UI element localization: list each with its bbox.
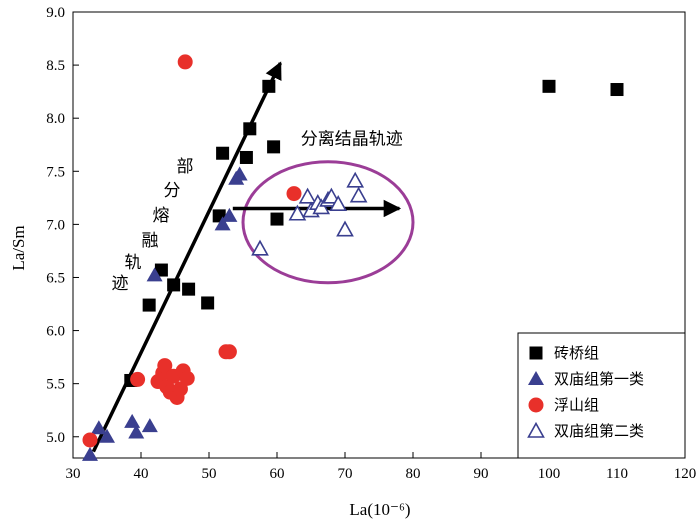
data-point [154, 263, 168, 277]
y-axis-label: La/Sm [9, 225, 28, 270]
partial-melting-label-char: 融 [142, 231, 159, 251]
data-point [336, 220, 354, 237]
y-tick-label: 6.0 [46, 324, 65, 340]
x-tick-label: 30 [66, 466, 81, 482]
data-point [177, 54, 193, 70]
data-point [239, 150, 253, 164]
data-point [141, 418, 158, 433]
data-point [128, 424, 145, 439]
x-tick-label: 80 [406, 466, 421, 482]
y-tick-label: 8.5 [46, 58, 65, 74]
plot-area [72, 11, 686, 459]
data-point [146, 267, 163, 282]
y-tick-label: 7.0 [46, 217, 65, 233]
data-point [329, 195, 348, 212]
series-3 [251, 171, 368, 256]
x-tick-label: 40 [134, 466, 149, 482]
data-point [267, 140, 281, 154]
data-point [167, 278, 181, 292]
y-tick-label: 5.0 [46, 430, 65, 446]
partial-melting-arrow [91, 61, 282, 453]
data-point [542, 79, 556, 93]
data-point [349, 186, 368, 203]
x-tick-label: 90 [474, 466, 489, 482]
data-point [214, 216, 231, 231]
data-point [251, 239, 269, 256]
legend-box [517, 332, 686, 459]
data-point [172, 381, 188, 397]
x-tick-label: 100 [538, 466, 561, 482]
plot-border [72, 11, 686, 459]
data-point [179, 370, 195, 386]
data-point [322, 187, 341, 204]
data-point [231, 166, 248, 181]
partial-melting-label-char: 轨 [125, 253, 142, 273]
legend-label: 双庙组第二类 [554, 422, 644, 440]
x-axis-label: La(10⁻⁶) [349, 500, 410, 519]
y-axis: 5.0 5.5 6.0 6.5 7.0 7.5 8.0 8.5 9.0 [46, 5, 79, 446]
y-tick-label: 7.5 [46, 164, 65, 180]
x-tick-label: 60 [270, 466, 285, 482]
data-point [288, 204, 307, 221]
legend-marker [527, 421, 545, 438]
data-point [221, 207, 238, 222]
y-tick-label: 5.5 [46, 377, 65, 393]
data-point [82, 432, 98, 448]
data-point [182, 282, 196, 296]
data-point [610, 83, 624, 97]
partial-melting-label-char: 分 [164, 181, 181, 201]
legend-marker [529, 346, 543, 360]
data-point [82, 446, 98, 461]
y-tick-label: 8.0 [46, 111, 65, 127]
y-tick-label: 6.5 [46, 270, 65, 286]
data-point [201, 296, 215, 310]
legend-marker [528, 397, 544, 413]
data-point [130, 371, 146, 387]
legend-label: 砖桥组 [554, 344, 599, 362]
partial-melting-label-char: 部 [177, 157, 194, 177]
data-point [346, 171, 365, 188]
series-2 [82, 54, 302, 448]
y-tick-label: 9.0 [46, 5, 65, 21]
data-point [243, 122, 257, 136]
x-tick-label: 50 [202, 466, 217, 482]
x-tick-label: 70 [338, 466, 353, 482]
data-point [221, 344, 237, 360]
series-1 [82, 166, 248, 461]
fractional-crystallization-label: 分离结晶轨迹 [301, 130, 403, 150]
data-point [142, 298, 156, 312]
data-point [124, 413, 141, 428]
data-point [157, 358, 173, 374]
data-point [99, 428, 115, 443]
data-point [286, 186, 302, 202]
data-points [82, 54, 624, 461]
data-point [262, 79, 276, 93]
fractional-crystallization-ellipse [241, 160, 415, 285]
legend-label: 浮山组 [554, 396, 599, 414]
data-point [298, 187, 317, 204]
partial-melting-label-char: 迹 [112, 274, 129, 294]
data-point [216, 146, 230, 160]
x-tick-label: 120 [674, 466, 697, 482]
x-tick-label: 110 [606, 466, 628, 482]
data-point [270, 212, 284, 226]
legend-label: 双庙组第一类 [554, 370, 644, 388]
legend-marker [528, 371, 544, 385]
partial-melting-label-char: 熔 [153, 206, 170, 226]
data-point [90, 420, 107, 435]
